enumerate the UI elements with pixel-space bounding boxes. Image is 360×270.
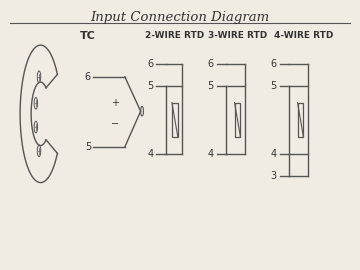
Text: 3: 3 xyxy=(271,171,277,181)
Text: 6: 6 xyxy=(208,59,214,69)
Text: 5: 5 xyxy=(147,81,153,91)
Text: 6: 6 xyxy=(147,59,153,69)
Text: 5: 5 xyxy=(271,81,277,91)
Text: 3-WIRE RTD: 3-WIRE RTD xyxy=(208,31,267,40)
Text: TC: TC xyxy=(80,31,96,41)
Text: 2-WIRE RTD: 2-WIRE RTD xyxy=(145,31,204,40)
Text: Input Connection Diagram: Input Connection Diagram xyxy=(90,11,270,24)
Text: 4: 4 xyxy=(271,148,277,158)
Text: 6: 6 xyxy=(271,59,277,69)
Text: 4-WIRE RTD: 4-WIRE RTD xyxy=(274,31,333,40)
Text: 4: 4 xyxy=(208,148,214,158)
Bar xyxy=(298,103,303,137)
Bar xyxy=(172,103,178,137)
Text: +: + xyxy=(111,98,119,108)
Text: 5: 5 xyxy=(85,142,91,152)
Bar xyxy=(235,103,240,137)
Text: 5: 5 xyxy=(208,81,214,91)
Text: 6: 6 xyxy=(85,72,91,82)
Text: −: − xyxy=(111,119,119,129)
Text: 4: 4 xyxy=(147,148,153,158)
